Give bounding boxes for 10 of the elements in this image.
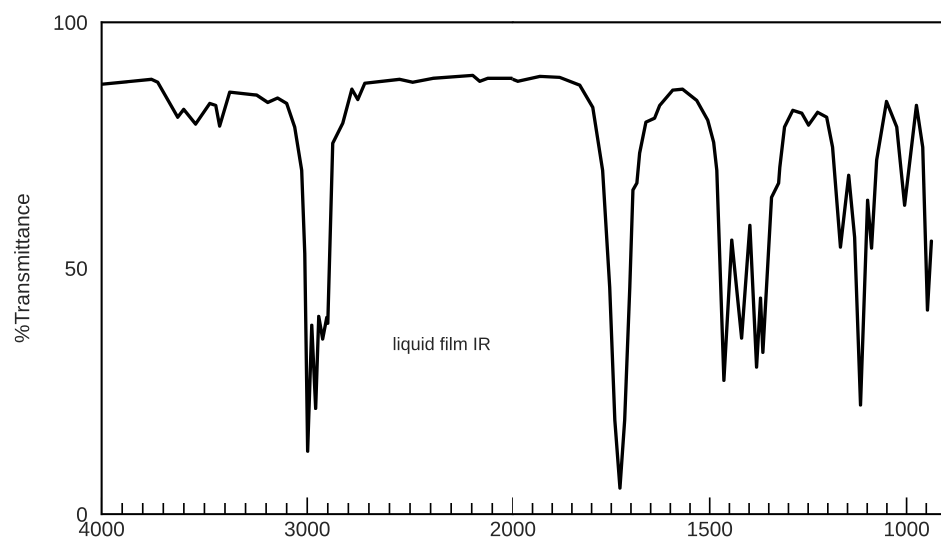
y-tick-label: 100 (54, 15, 87, 30)
x-tick-label: 4000 (78, 522, 124, 536)
x-tick-label: 2000 (490, 522, 536, 536)
y-tick-label: 50 (65, 261, 87, 276)
y-axis-title: %Transmittance (14, 194, 30, 342)
x-tick-label: 3000 (284, 522, 330, 536)
annotation: liquid film IR (394, 336, 490, 354)
y-tick-label: 0 (76, 507, 87, 522)
x-tick-label: 1500 (688, 522, 732, 536)
x-tick-label: 1000 (885, 522, 929, 536)
